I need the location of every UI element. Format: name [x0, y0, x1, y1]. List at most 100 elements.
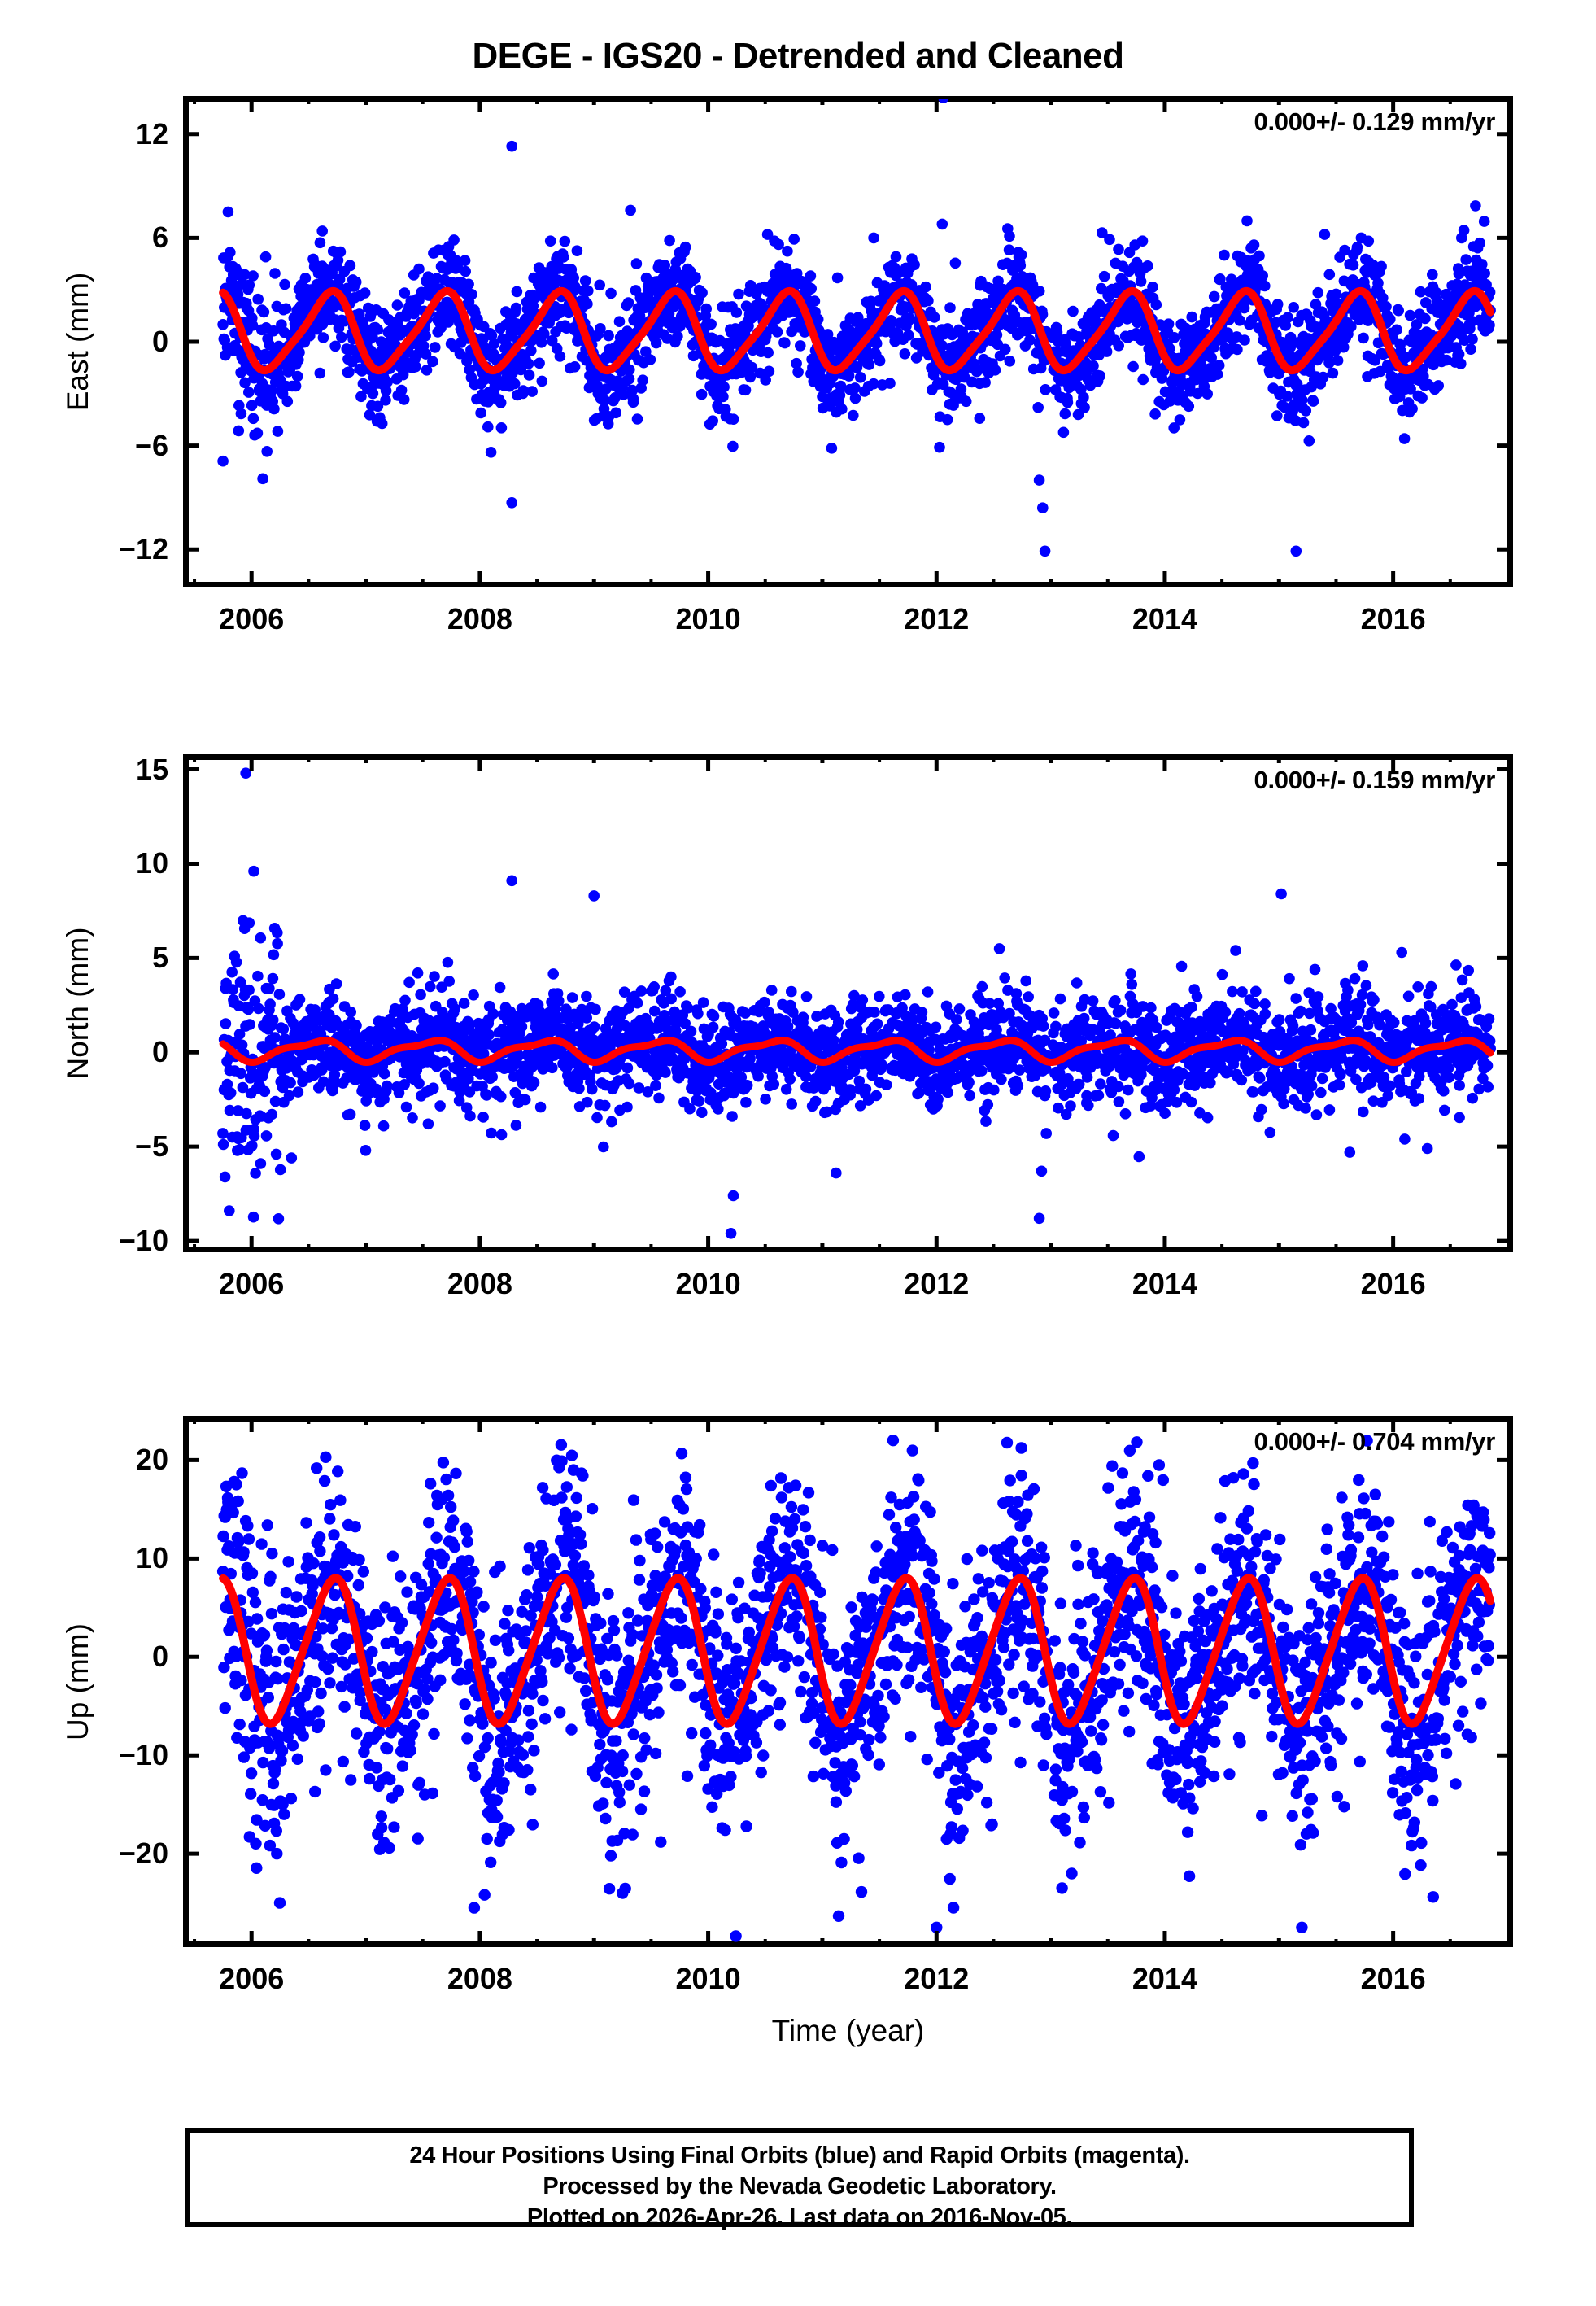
rate-annotation: 0.000+/- 0.159 mm/yr [1254, 766, 1496, 794]
y-tick-label: −20 [118, 1837, 168, 1871]
y-tick-label: −12 [118, 532, 168, 566]
x-tick-label: 2016 [1360, 602, 1426, 635]
x-tick-label: 2014 [1132, 602, 1197, 635]
x-tick-label: 2010 [675, 1962, 741, 1995]
y-tick-label: 20 [135, 1443, 168, 1477]
footer-box: 24 Hour Positions Using Final Orbits (bl… [185, 2128, 1414, 2230]
x-tick-label: 2010 [675, 602, 741, 635]
outlier-point [625, 204, 636, 216]
outlier-point [320, 1451, 332, 1463]
y-tick-label: 10 [135, 846, 168, 880]
y-axis-label: North (mm) [61, 927, 94, 1080]
plot-area [183, 96, 1513, 587]
outlier-point [938, 99, 949, 103]
plot-area [183, 754, 1513, 1252]
outlier-point [360, 1145, 372, 1156]
outlier-point [725, 1228, 737, 1239]
seasonal-fit-curve [219, 1037, 1494, 1066]
outlier-point [1336, 1491, 1348, 1504]
outlier-point [936, 218, 948, 230]
tick-marks [183, 754, 1513, 1252]
x-tick-label: 2016 [1360, 1962, 1426, 1995]
footer-line-3: Plotted on 2026-Apr-26. Last data on 201… [526, 2204, 1073, 2230]
outlier-point [727, 1190, 739, 1202]
x-tick-label: 2016 [1360, 1267, 1426, 1300]
outlier-point [1230, 945, 1241, 956]
outlier-point [217, 455, 229, 467]
y-tick-label: 0 [151, 1035, 168, 1069]
outlier-point [761, 229, 774, 240]
outlier-point [1456, 232, 1467, 244]
x-tick-label: 2014 [1132, 1962, 1197, 1995]
outlier-point [1039, 545, 1051, 557]
outlier-point [1296, 1921, 1308, 1933]
y-tick-label: −6 [134, 428, 168, 462]
page-title: DEGE - IGS20 - Detrended and Cleaned [472, 36, 1124, 76]
outlier-point [506, 140, 517, 152]
outlier-point [1097, 227, 1108, 238]
outlier-point [868, 232, 879, 244]
outlier-point [1153, 1459, 1166, 1471]
outlier-point [468, 1902, 481, 1914]
outlier-point [506, 497, 517, 509]
outlier-point [1427, 1891, 1440, 1903]
outlier-point [286, 1152, 298, 1164]
outlier-point [1421, 1142, 1433, 1155]
footer-line-1: 24 Hour Positions Using Final Orbits (bl… [409, 2142, 1190, 2168]
outlier-point [316, 225, 328, 237]
tick-marks [183, 96, 1513, 587]
x-tick-label: 2006 [219, 602, 285, 635]
seasonal-fit-curve [219, 1574, 1494, 1728]
x-tick-label: 2008 [447, 1267, 512, 1300]
x-tick-label: 2006 [219, 1267, 285, 1300]
footer-line-2: Processed by the Nevada Geodetic Laborat… [543, 2173, 1057, 2199]
x-tick-label: 2012 [904, 602, 970, 635]
outlier-point [1033, 1212, 1045, 1225]
outlier-point [1275, 888, 1287, 900]
data-points-group [217, 767, 1496, 1239]
panel-up: 0.000+/- 0.704 mm/yr 20 10 0 −10 −20 2006 2008 2… [61, 1416, 1513, 1995]
seasonal-fit-curve [219, 286, 1494, 375]
outlier-point [1319, 229, 1331, 240]
outlier-point [1344, 1146, 1356, 1158]
plot-area [183, 1416, 1513, 1947]
y-tick-label: −5 [134, 1129, 168, 1164]
y-axis-label: East (mm) [61, 272, 94, 412]
x-tick-label: 2014 [1132, 1267, 1197, 1300]
outlier-point [248, 865, 259, 877]
y-tick-label: 10 [135, 1541, 168, 1575]
outlier-point [588, 890, 600, 902]
y-tick-label: 0 [151, 1640, 168, 1674]
outlier-point [765, 1479, 777, 1492]
rate-annotation: 0.000+/- 0.129 mm/yr [1254, 107, 1496, 136]
x-tick-label: 2008 [447, 1962, 512, 1995]
x-tick-label: 2012 [904, 1267, 970, 1300]
panel-north: 0.000+/- 0.159 mm/yr 15 10 5 0 −5 −10 2006 2008 2… [61, 753, 1513, 1300]
outlier-point [506, 875, 517, 887]
outlier-point [887, 1435, 900, 1447]
outlier-point [1036, 1165, 1048, 1177]
y-tick-label: 12 [135, 116, 168, 151]
tick-marks [183, 1416, 1513, 1947]
x-tick-label: 2010 [675, 1267, 741, 1300]
y-axis-label: Up (mm) [61, 1622, 94, 1740]
y-tick-label: −10 [118, 1738, 168, 1772]
outlier-point [1037, 502, 1049, 513]
x-tick-label: 2012 [904, 1962, 970, 1995]
y-tick-label: 0 [151, 325, 168, 358]
outlier-point [831, 1167, 842, 1179]
x-axis-label: Time (year) [771, 2014, 925, 2047]
data-points-group [217, 99, 1496, 557]
outlier-point [240, 767, 251, 779]
outlier-point [536, 1482, 549, 1494]
outlier-point [931, 1921, 943, 1933]
y-tick-label: 15 [135, 752, 168, 786]
y-tick-label: −10 [118, 1224, 168, 1258]
outlier-point [1290, 545, 1302, 557]
y-tick-label: 5 [151, 941, 168, 975]
x-tick-label: 2008 [447, 602, 512, 635]
x-tick-label: 2006 [219, 1962, 285, 1995]
outlier-point [1056, 1882, 1068, 1894]
y-tick-label: 6 [151, 221, 168, 255]
